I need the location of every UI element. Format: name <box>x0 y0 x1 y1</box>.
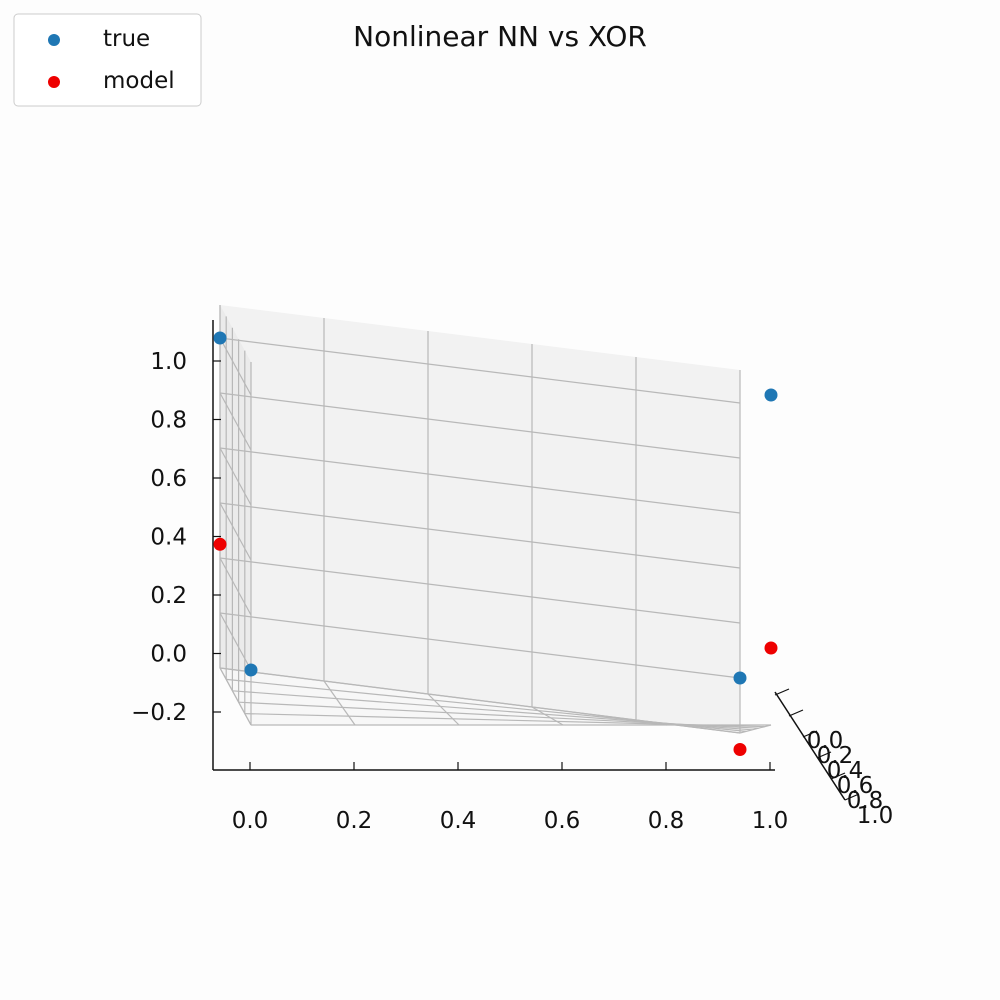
y-tick-label: 0.4 <box>827 758 864 784</box>
tick-labels: 0.0 0.2 0.4 0.6 0.8 1.0−0.20.00.20.40.60.81.0… <box>131 349 893 834</box>
y-tick-mark <box>830 772 846 780</box>
x-tick-label: 0.2 <box>336 808 373 834</box>
left-pane <box>220 305 251 725</box>
z-tick-label: −0.2 <box>131 700 187 726</box>
grid-line-z-left <box>219 337 252 396</box>
point-true <box>244 663 258 677</box>
point-true <box>733 671 747 685</box>
legend-frame <box>13 13 202 107</box>
chart-title: Nonlinear NN vs XOR <box>353 20 647 53</box>
axis-lines <box>212 320 860 801</box>
x-tick-label: 0.0 <box>232 808 269 834</box>
grid-line-z-back <box>219 557 741 624</box>
x-tick-label: 0.4 <box>440 808 477 834</box>
grid-line-z-back <box>219 502 741 569</box>
grid-line-z-left <box>219 612 252 671</box>
z-tick-label: 0.2 <box>150 583 187 609</box>
point-model <box>764 641 778 655</box>
grid-line-z-back <box>219 337 741 404</box>
y-tick-mark <box>774 688 790 696</box>
legend-marker-true <box>48 34 60 46</box>
y-tick-mark <box>788 709 804 717</box>
legend: true model <box>13 13 202 107</box>
y-tick-label: 0.0 <box>807 728 844 754</box>
y-tick-mark <box>802 730 818 738</box>
grid-line-z-back <box>219 447 741 514</box>
y-axis-line <box>774 691 846 801</box>
grid-line-z-left <box>219 667 252 726</box>
grid-line-x-floor <box>427 693 460 726</box>
x-tick-label: 0.6 <box>544 808 581 834</box>
point-model <box>213 537 227 551</box>
z-tick-label: 1.0 <box>150 349 187 375</box>
y-tick-label: 0.6 <box>837 773 874 799</box>
legend-marker-model <box>48 76 60 88</box>
point-true <box>764 388 778 402</box>
y-tick-label: 0.8 <box>847 788 884 814</box>
grid-line-z-back <box>219 392 741 459</box>
z-tick-label: 0.0 <box>150 642 187 668</box>
legend-label-true: true <box>103 26 150 52</box>
grid-line-z-back <box>219 612 741 679</box>
y-tick-mark <box>816 751 832 759</box>
point-true <box>213 331 227 345</box>
x-tick-label: 1.0 <box>752 808 789 834</box>
y-tick-label: 0.2 <box>817 743 854 769</box>
grid-line-z-left <box>219 502 252 561</box>
point-model <box>733 743 747 756</box>
grid-line-z-left <box>219 392 252 451</box>
y-tick-label: 1.0 <box>857 803 894 829</box>
data-points <box>213 331 778 756</box>
grid-line-y-floor <box>219 667 741 734</box>
grid-line-x-floor <box>323 680 356 726</box>
z-tick-label: 0.4 <box>150 525 187 551</box>
back-pane <box>220 305 740 733</box>
grid-line-z-left <box>219 447 252 506</box>
z-tick-label: 0.6 <box>150 466 187 492</box>
legend-label-model: model <box>103 68 175 94</box>
x-tick-label: 0.8 <box>648 808 685 834</box>
z-tick-label: 0.8 <box>150 408 187 434</box>
axis-panes <box>220 305 771 733</box>
grid-line-z-left <box>219 557 252 616</box>
grid-lines <box>219 305 772 734</box>
y-tick-mark <box>844 793 860 801</box>
